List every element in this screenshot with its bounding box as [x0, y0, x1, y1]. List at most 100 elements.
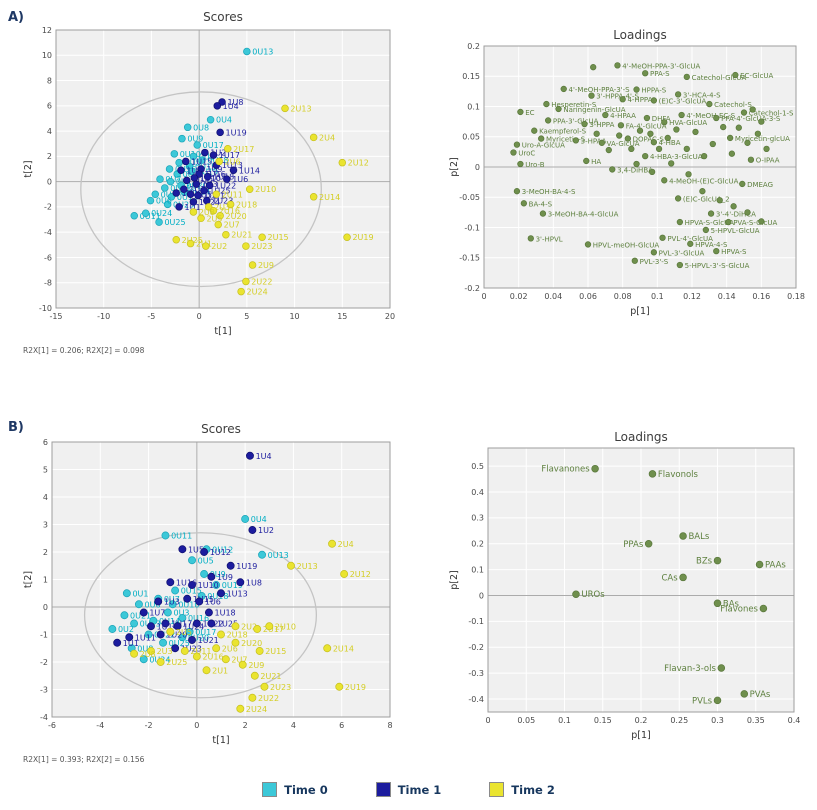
point-label: 0U17 [203, 141, 224, 150]
data-point [633, 86, 640, 93]
y-tick-label: 6 [43, 438, 48, 447]
data-point [728, 150, 736, 157]
data-point [678, 111, 685, 119]
x-tick-label: 0.18 [787, 292, 805, 301]
x-tick-label: 0.08 [614, 292, 632, 301]
data-point [209, 206, 218, 215]
point-label: 2U17 [263, 625, 284, 634]
point-label: VA-GlcUA [607, 140, 640, 148]
legend-item-time1: Time 1 [375, 782, 441, 797]
point-label: 2U8 [140, 650, 156, 659]
data-point [156, 658, 165, 666]
point-label: 2U20 [226, 212, 247, 221]
data-point [513, 141, 521, 148]
y-tick-label: 0 [479, 591, 484, 600]
point-label: 1U17 [171, 620, 192, 629]
point-label: 2U17 [233, 145, 254, 154]
point-label: 0U5 [198, 556, 214, 565]
x-tick-label: 8 [387, 721, 392, 730]
data-point [188, 581, 196, 589]
data-point [735, 124, 742, 131]
plot-border [483, 45, 797, 289]
data-point [161, 531, 170, 540]
data-point [717, 664, 726, 672]
point-label: 2U3 [214, 203, 230, 212]
data-point [231, 638, 240, 647]
point-label: 1U2 [210, 149, 226, 158]
data-point [201, 148, 209, 157]
y-tick-label: 0.2 [471, 540, 484, 549]
point-label: 2U25 [166, 658, 187, 667]
point-label: PPAs [623, 540, 644, 550]
y-tick-label: -0.05 [459, 193, 480, 202]
point-label: 2U4 [338, 540, 354, 549]
x-tick-label: 0.05 [517, 716, 535, 725]
data-point [242, 242, 250, 250]
x-axis-title: p[1] [630, 306, 650, 317]
data-point [209, 151, 218, 159]
point-label: 0U4 [216, 116, 232, 125]
point-label: Naringenin-GlcUA [563, 106, 625, 114]
data-point [265, 622, 274, 631]
y-axis-title: p[2] [449, 570, 460, 590]
data-point [572, 137, 580, 144]
point-label: 0U12 [177, 193, 198, 202]
x-tick-label: -4 [96, 721, 104, 730]
point-label: Flavonols [658, 470, 699, 480]
y-tick-label: 3 [43, 520, 48, 529]
point-label: 1U12 [192, 176, 213, 185]
panel-label-b: B) [8, 420, 24, 435]
data-point [203, 172, 212, 181]
data-point [674, 195, 682, 202]
data-point [189, 152, 198, 161]
point-label: 1U15 [191, 157, 212, 166]
data-point [754, 130, 762, 137]
data-point [144, 630, 153, 639]
point-label: 1U14 [157, 622, 178, 631]
y-tick-label: 0.3 [471, 514, 484, 523]
data-point [510, 149, 517, 156]
point-label: 1U15 [193, 595, 214, 604]
data-point [650, 97, 658, 104]
data-point [755, 560, 764, 569]
point-label: 2U11 [222, 190, 243, 199]
data-point [166, 627, 175, 636]
data-point [248, 261, 257, 269]
plot-border [51, 441, 391, 718]
data-point [584, 241, 592, 248]
data-point [189, 208, 198, 216]
legend-item-time0: Time 0 [262, 782, 328, 797]
point-label: 1U18 [215, 609, 236, 618]
data-point [166, 177, 175, 186]
point-label: 0U2 [118, 625, 134, 634]
hotelling-ellipse [83, 532, 318, 699]
data-point [192, 652, 201, 661]
point-label: 0U16 [188, 614, 209, 623]
point-label: 1U11 [135, 633, 156, 642]
point-label: 0U8 [193, 123, 209, 132]
point-label: 1U24 [199, 198, 220, 207]
data-point [661, 119, 668, 126]
point-label: HVA-GlcUA [669, 119, 707, 127]
data-point [168, 600, 177, 609]
point-label: 4-HPPA [627, 96, 652, 104]
variance-caption: R2X[1] = 0.393; R2X[2] = 0.156 [23, 755, 145, 764]
point-label: 2U6 [222, 644, 238, 653]
data-point [309, 133, 318, 142]
data-point [206, 115, 215, 124]
data-point [605, 146, 612, 154]
point-label: 0U12 [212, 545, 233, 554]
point-label: 2U3 [157, 647, 173, 656]
point-label: 0U9 [187, 135, 203, 144]
chart-title: Scores [203, 10, 243, 24]
data-point [258, 233, 266, 241]
data-point [287, 561, 295, 570]
data-point [702, 226, 710, 234]
x-tick-label: 5 [244, 312, 249, 321]
point-label: 2U19 [352, 233, 373, 242]
point-label: 0U16 [175, 165, 196, 174]
data-point [108, 625, 117, 633]
data-point [130, 649, 139, 658]
point-label: (E)C-3'-GlcUA [659, 97, 707, 105]
